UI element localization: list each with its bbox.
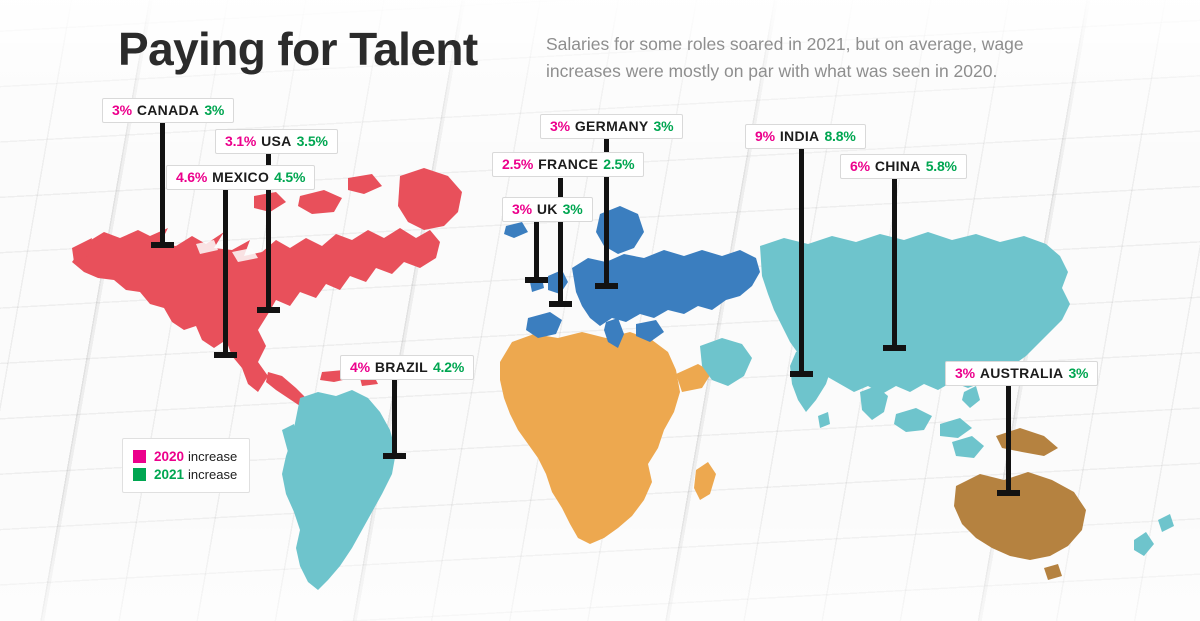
callout-brazil-2020: 4% (350, 359, 370, 375)
callout-canada-name: CANADA (136, 102, 200, 118)
callout-france-2020: 2.5% (502, 156, 534, 172)
callout-china-2020: 6% (850, 158, 870, 174)
callout-usa-2020: 3.1% (225, 133, 257, 149)
callout-australia-name: AUSTRALIA (979, 365, 1064, 381)
callout-uk-2021: 3% (562, 201, 583, 217)
legend-swatch-2021-icon (133, 468, 146, 481)
callout-canada-2020: 3% (112, 102, 132, 118)
legend-year-2020: 2020 (154, 449, 185, 464)
callout-india-2020: 9% (755, 128, 775, 144)
callout-mexico-2020: 4.6% (176, 169, 208, 185)
callout-germany-2020: 3% (550, 118, 570, 134)
callout-brazil-2021: 4.2% (432, 359, 465, 375)
pointer-uk (525, 220, 548, 283)
region-oceania (954, 428, 1086, 580)
legend-item-2021: 2021 increase (133, 466, 237, 483)
region-asia (700, 232, 1174, 556)
callout-germany-2021: 3% (653, 118, 674, 134)
region-south-america (282, 390, 396, 590)
legend-text-2020: increase (188, 449, 238, 464)
callout-usa-name: USA (261, 133, 292, 149)
callout-china-2021: 5.8% (925, 158, 957, 174)
callout-china-name: CHINA (874, 158, 921, 174)
legend-text-2021: increase (188, 467, 238, 482)
callout-usa-2021: 3.5% (296, 133, 328, 149)
callout-canada-2021: 3% (204, 102, 225, 118)
callout-india-2021: 8.8% (824, 128, 856, 144)
region-africa (500, 332, 716, 544)
header: Paying for Talent Salaries for some role… (0, 0, 1200, 100)
callout-brazil-name: BRAZIL (374, 359, 428, 375)
legend-item-2020: 2020 increase (133, 448, 237, 465)
pointer-mexico (214, 188, 237, 358)
pointer-australia (997, 385, 1020, 496)
callout-usa[interactable]: 3.1% USA 3.5% (215, 129, 338, 154)
callout-australia-2020: 3% (955, 365, 975, 381)
callout-germany[interactable]: 3% GERMANY 3% (540, 114, 684, 139)
page-subtitle: Salaries for some roles soared in 2021, … (546, 34, 1024, 81)
callout-mexico[interactable]: 4.6% MEXICO 4.5% (166, 165, 316, 190)
legend-year-2021: 2021 (154, 467, 185, 482)
callout-canada[interactable]: 3% CANADA 3% (102, 98, 235, 123)
callout-india-name: INDIA (779, 128, 820, 144)
callout-mexico-name: MEXICO (212, 169, 270, 185)
callout-uk-2020: 3% (512, 201, 532, 217)
callout-uk[interactable]: 3% UK 3% (502, 197, 593, 222)
legend-swatch-2020-icon (133, 450, 146, 463)
pointer-china (883, 178, 906, 351)
pointer-india (790, 148, 813, 377)
callout-germany-name: GERMANY (574, 118, 649, 134)
region-europe (504, 206, 760, 348)
callout-brazil[interactable]: 4% BRAZIL 4.2% (340, 355, 475, 380)
callout-france-2021: 2.5% (603, 156, 635, 172)
callout-france[interactable]: 2.5% FRANCE 2.5% (492, 152, 645, 177)
callout-mexico-2021: 4.5% (274, 169, 306, 185)
legend: 2020 increase 2021 increase (122, 438, 251, 493)
callout-india[interactable]: 9% INDIA 8.8% (745, 124, 866, 149)
callout-china[interactable]: 6% CHINA 5.8% (840, 154, 967, 179)
pointer-brazil (383, 378, 406, 459)
pointer-canada (151, 122, 174, 248)
callout-france-name: FRANCE (538, 156, 599, 172)
callout-australia[interactable]: 3% AUSTRALIA 3% (945, 361, 1099, 386)
callout-uk-name: UK (536, 201, 558, 217)
callout-australia-2021: 3% (1068, 365, 1089, 381)
page-title: Paying for Talent (118, 23, 478, 75)
